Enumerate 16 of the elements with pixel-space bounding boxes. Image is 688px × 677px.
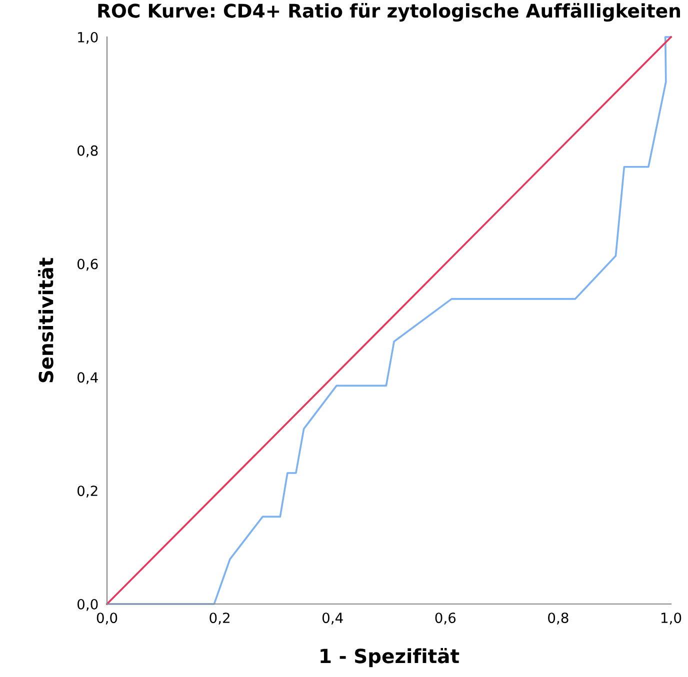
y-tick-label: 0,6 — [77, 258, 98, 271]
x-tick-label: 0,6 — [435, 612, 456, 624]
y-tick-label: 1,0 — [78, 32, 98, 44]
y-tick-label: 0,2 — [77, 486, 98, 498]
line-series — [106, 36, 672, 605]
x-tick-label: 0,8 — [548, 612, 568, 624]
y-axis-title: Sensitivität — [38, 258, 54, 382]
x-tick-label: 0,2 — [210, 612, 230, 624]
x-tick-label: 0,0 — [96, 612, 118, 624]
y-tick-label: 0,8 — [77, 145, 98, 158]
y-tick-label: 0,4 — [77, 372, 98, 384]
x-tick-label: 1,0 — [661, 612, 682, 624]
chart-title: ROC Kurve: CD4+ Ratio für zytologische Auffälligkeiten — [98, 3, 680, 22]
x-axis-title: 1 - Spezifität — [320, 648, 460, 668]
y-tick-label: 0,0 — [77, 598, 98, 611]
x-tick-label: 0,4 — [322, 612, 343, 624]
